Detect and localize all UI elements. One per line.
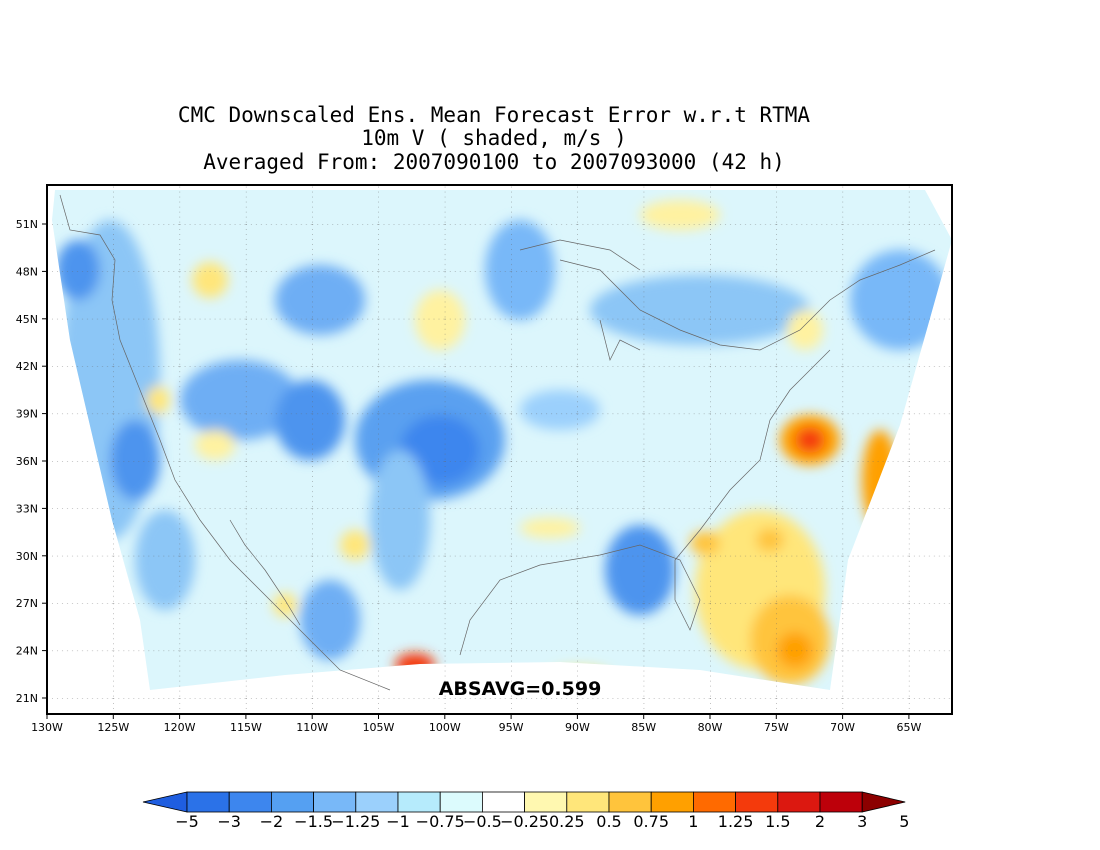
colorbar-swatch bbox=[693, 791, 737, 813]
map-frame bbox=[46, 184, 953, 715]
colorbar-label: −2 bbox=[260, 812, 284, 831]
colorbar: −5 −3 −2 −1.5−1.25 −1 −0.75−0.5−0.25 0.25 0.5 0.… bbox=[142, 791, 909, 831]
lon-label: 80W bbox=[698, 721, 723, 734]
lon-label: 115W bbox=[230, 721, 262, 734]
coastlines bbox=[59, 194, 936, 691]
longitude-labels: 130W 125W 120W 115W 110W 105W 100W 95W 90W 85W 80W… bbox=[31, 714, 921, 734]
colorbar-label: −0.75 bbox=[416, 812, 465, 831]
colorbar-label: 3 bbox=[857, 812, 867, 831]
grid-lines bbox=[47, 185, 952, 714]
lat-label: 36N bbox=[16, 455, 38, 468]
colorbar-label: −1.25 bbox=[331, 812, 380, 831]
lat-label: 30N bbox=[16, 550, 38, 563]
lat-label: 42N bbox=[16, 360, 38, 373]
lat-label: 24N bbox=[16, 645, 38, 658]
lon-label: 85W bbox=[631, 721, 656, 734]
lon-label: 125W bbox=[97, 721, 129, 734]
colorbar-swatch bbox=[355, 791, 399, 813]
lon-label: 110W bbox=[296, 721, 328, 734]
lon-label: 95W bbox=[499, 721, 524, 734]
lat-label: 48N bbox=[16, 265, 38, 278]
lon-label: 65W bbox=[896, 721, 921, 734]
colorbar-label: −0.5 bbox=[463, 812, 502, 831]
lon-label: 105W bbox=[363, 721, 395, 734]
lat-label: 33N bbox=[16, 502, 38, 515]
lat-label: 45N bbox=[16, 313, 38, 326]
lat-label: 39N bbox=[16, 408, 38, 421]
lon-label: 70W bbox=[830, 721, 855, 734]
colorbar-label: −1.5 bbox=[294, 812, 333, 831]
title-line-3: Averaged From: 2007090100 to 2007093000 … bbox=[203, 150, 785, 174]
lat-label: 27N bbox=[16, 597, 38, 610]
absavg-annotation: ABSAVG=0.599 bbox=[439, 678, 602, 700]
colorbar-swatch bbox=[524, 791, 568, 813]
lat-label: 51N bbox=[16, 218, 38, 231]
colorbar-swatch bbox=[228, 791, 272, 813]
colorbar-label: 5 bbox=[899, 812, 909, 831]
colorbar-label: 2 bbox=[815, 812, 825, 831]
colorbar-swatch bbox=[481, 791, 525, 813]
colorbar-label: 1.5 bbox=[765, 812, 790, 831]
lon-label: 90W bbox=[565, 721, 590, 734]
colorbar-swatch bbox=[735, 791, 779, 813]
colorbar-swatch bbox=[186, 791, 230, 813]
colorbar-swatch bbox=[566, 791, 610, 813]
title-line-1: CMC Downscaled Ens. Mean Forecast Error … bbox=[177, 103, 811, 127]
colorbar-swatch bbox=[819, 791, 863, 813]
colorbar-label: −3 bbox=[217, 812, 241, 831]
colorbar-label: 1 bbox=[688, 812, 698, 831]
colorbar-label: −5 bbox=[175, 812, 199, 831]
colorbar-swatch bbox=[650, 791, 694, 813]
colorbar-label: 1.25 bbox=[718, 812, 754, 831]
colorbar-label: −0.25 bbox=[500, 812, 549, 831]
colorbar-right-arrow bbox=[861, 791, 906, 813]
colorbar-swatch bbox=[439, 791, 483, 813]
colorbar-label: −1 bbox=[386, 812, 410, 831]
colorbar-swatch bbox=[397, 791, 441, 813]
colorbar-swatch bbox=[270, 791, 314, 813]
lat-label: 21N bbox=[16, 692, 38, 705]
colorbar-swatch bbox=[777, 791, 821, 813]
lon-label: 100W bbox=[429, 721, 461, 734]
colorbar-label: 0.75 bbox=[633, 812, 669, 831]
latitude-labels: 51N 48N 45N 42N 39N 36N 33N 30N 27N 24N 21N bbox=[16, 218, 47, 705]
lon-label: 130W bbox=[31, 721, 63, 734]
colorbar-label: 0.5 bbox=[596, 812, 621, 831]
lon-label: 120W bbox=[164, 721, 196, 734]
title-line-2: 10m V ( shaded, m/s ) bbox=[361, 126, 627, 150]
lon-label: 75W bbox=[764, 721, 789, 734]
colorbar-swatch bbox=[608, 791, 652, 813]
colorbar-swatch bbox=[313, 791, 357, 813]
colorbar-label: 0.25 bbox=[549, 812, 585, 831]
colorbar-left-arrow bbox=[142, 791, 188, 813]
